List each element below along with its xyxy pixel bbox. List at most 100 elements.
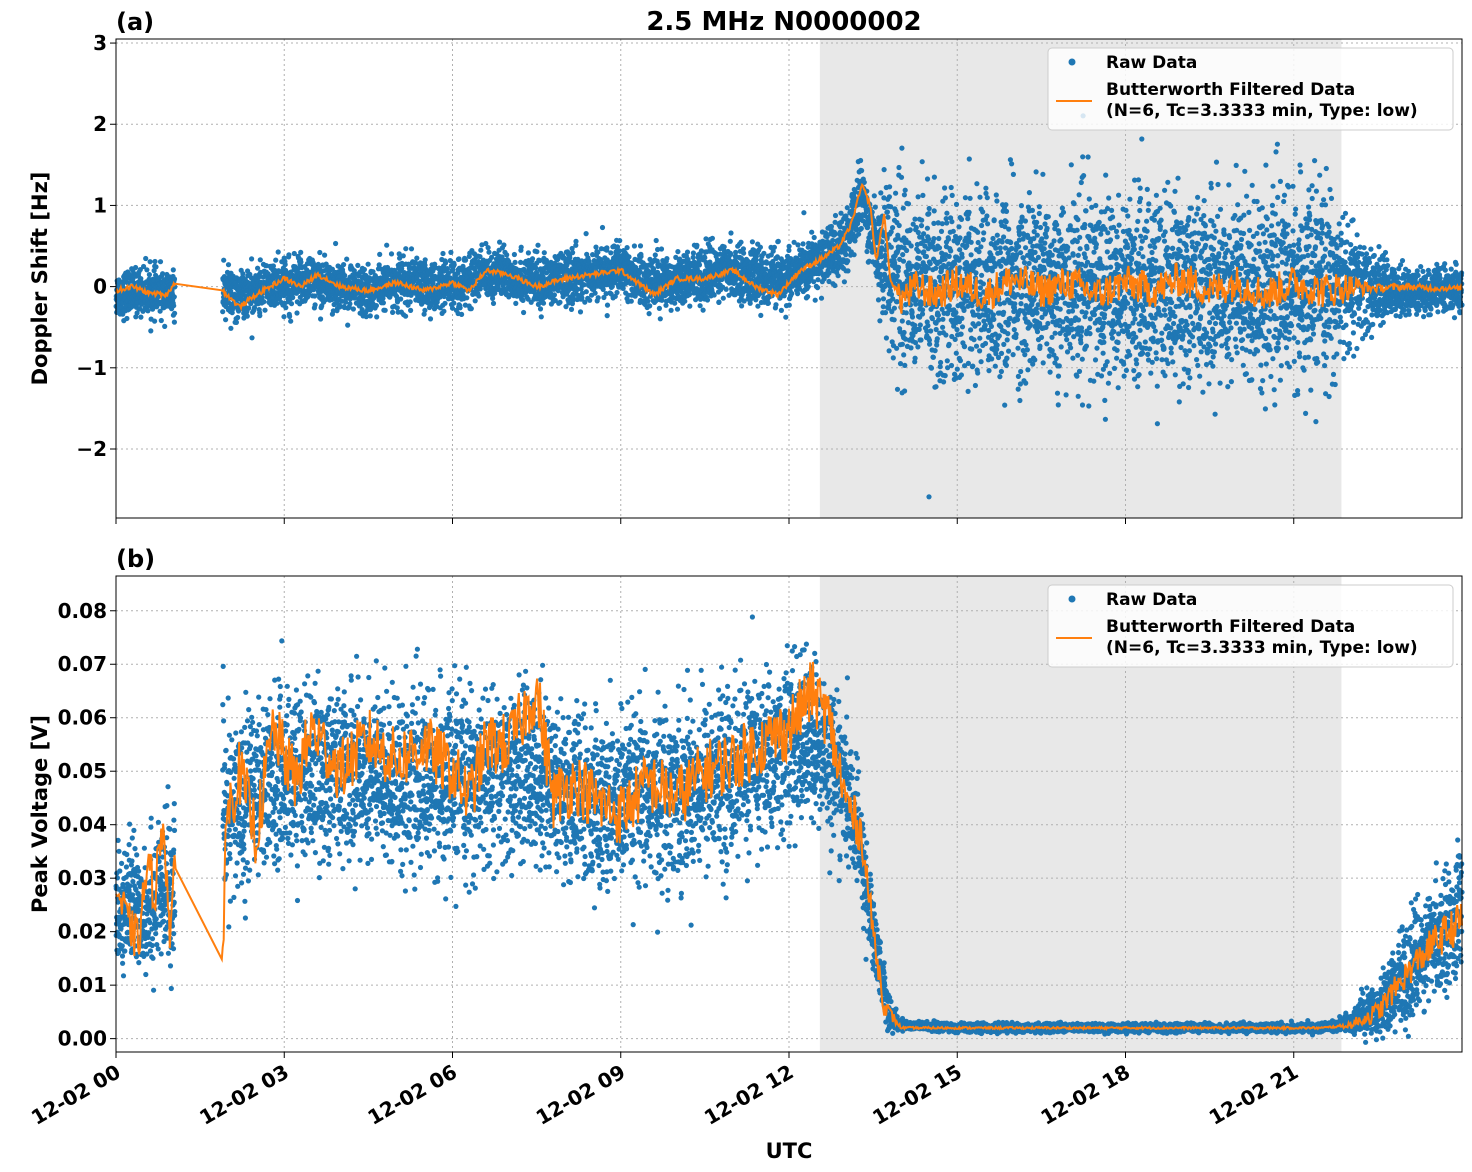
raw-data-point bbox=[901, 352, 907, 358]
raw-data-point bbox=[133, 264, 139, 271]
raw-data-point bbox=[592, 290, 598, 296]
raw-data-point bbox=[537, 306, 544, 312]
raw-data-point bbox=[504, 252, 510, 258]
raw-data-point bbox=[881, 167, 887, 173]
raw-data-point bbox=[233, 319, 239, 325]
raw-data-point bbox=[442, 300, 448, 306]
raw-data-point bbox=[891, 317, 897, 323]
raw-data-point bbox=[374, 314, 380, 320]
raw-data-point bbox=[394, 305, 400, 311]
raw-data-point bbox=[645, 298, 651, 304]
raw-data-point bbox=[570, 250, 576, 256]
raw-data-point bbox=[355, 262, 361, 268]
raw-data-point bbox=[298, 249, 304, 255]
raw-data-point bbox=[747, 300, 753, 306]
raw-data-point bbox=[805, 284, 811, 290]
raw-data-point bbox=[775, 238, 781, 244]
raw-data-point bbox=[789, 290, 795, 297]
raw-data-point bbox=[257, 257, 263, 263]
raw-data-point bbox=[170, 267, 176, 273]
raw-data-point bbox=[720, 295, 726, 301]
raw-data-point bbox=[700, 307, 706, 313]
raw-data-point bbox=[398, 296, 404, 302]
raw-data-point bbox=[733, 249, 739, 255]
raw-data-point bbox=[652, 252, 658, 258]
raw-data-point bbox=[856, 231, 862, 237]
raw-data-point bbox=[382, 307, 388, 313]
raw-data-point bbox=[668, 307, 674, 313]
raw-data-point bbox=[888, 244, 894, 250]
raw-data-point bbox=[579, 295, 585, 301]
raw-data-point bbox=[886, 194, 893, 200]
raw-data-point bbox=[891, 305, 898, 311]
raw-data-point bbox=[126, 271, 132, 277]
raw-data-point bbox=[841, 279, 848, 285]
raw-data-point bbox=[771, 244, 778, 250]
raw-data-point bbox=[900, 252, 906, 258]
raw-data-point bbox=[809, 229, 815, 235]
raw-data-point bbox=[281, 314, 287, 320]
raw-data-point bbox=[882, 310, 889, 316]
raw-data-point bbox=[485, 245, 491, 251]
raw-data-point bbox=[899, 145, 905, 151]
raw-data-point bbox=[288, 318, 294, 324]
raw-data-point bbox=[728, 230, 734, 236]
raw-data-point bbox=[894, 386, 901, 392]
raw-data-point bbox=[501, 242, 507, 248]
raw-data-point bbox=[783, 314, 789, 320]
raw-data-point bbox=[765, 300, 772, 306]
raw-data-point bbox=[657, 316, 663, 322]
raw-data-point bbox=[513, 300, 519, 306]
raw-data-point bbox=[152, 318, 158, 324]
raw-data-point bbox=[898, 174, 905, 180]
raw-data-point bbox=[901, 192, 908, 198]
raw-data-point bbox=[373, 303, 379, 309]
raw-data-point bbox=[583, 289, 589, 295]
raw-data-point bbox=[872, 204, 878, 210]
raw-data-point bbox=[388, 251, 395, 257]
raw-data-point bbox=[894, 211, 900, 218]
raw-data-point bbox=[403, 313, 409, 319]
raw-data-point bbox=[638, 253, 644, 260]
raw-data-point bbox=[361, 266, 367, 273]
raw-data-point bbox=[287, 313, 293, 319]
raw-data-point bbox=[144, 267, 150, 273]
raw-data-point bbox=[270, 263, 276, 269]
raw-data-point bbox=[805, 294, 811, 300]
raw-data-point bbox=[646, 311, 652, 317]
raw-data-point bbox=[294, 310, 300, 316]
figure-title: 2.5 MHz N0000002 bbox=[646, 7, 921, 37]
raw-data-point bbox=[723, 286, 729, 292]
raw-data-point bbox=[290, 294, 296, 301]
raw-data-point bbox=[400, 253, 406, 259]
raw-data-point bbox=[153, 264, 159, 270]
raw-data-point bbox=[786, 243, 792, 249]
raw-data-point bbox=[573, 238, 579, 244]
raw-data-point bbox=[490, 295, 496, 301]
raw-data-point bbox=[171, 319, 177, 325]
raw-data-point bbox=[422, 307, 428, 313]
raw-data-point bbox=[811, 234, 817, 241]
raw-data-point bbox=[407, 299, 413, 305]
raw-data-point bbox=[697, 303, 703, 309]
raw-data-point bbox=[457, 305, 463, 311]
raw-data-point bbox=[593, 244, 599, 250]
raw-data-point bbox=[246, 305, 252, 311]
raw-data-point bbox=[322, 252, 328, 258]
raw-data-point bbox=[741, 250, 747, 256]
raw-data-point bbox=[518, 244, 524, 250]
raw-data-point bbox=[877, 318, 883, 324]
raw-data-point bbox=[675, 249, 681, 255]
raw-data-point bbox=[137, 267, 143, 273]
raw-data-point bbox=[624, 245, 630, 251]
raw-data-point bbox=[448, 249, 454, 255]
raw-data-point bbox=[887, 184, 893, 190]
raw-data-point bbox=[845, 268, 851, 274]
raw-data-point bbox=[702, 255, 708, 261]
raw-data-point bbox=[884, 209, 891, 215]
raw-data-point bbox=[614, 289, 620, 296]
raw-data-point bbox=[682, 298, 688, 304]
raw-data-point bbox=[463, 257, 469, 263]
raw-data-point bbox=[282, 261, 288, 268]
